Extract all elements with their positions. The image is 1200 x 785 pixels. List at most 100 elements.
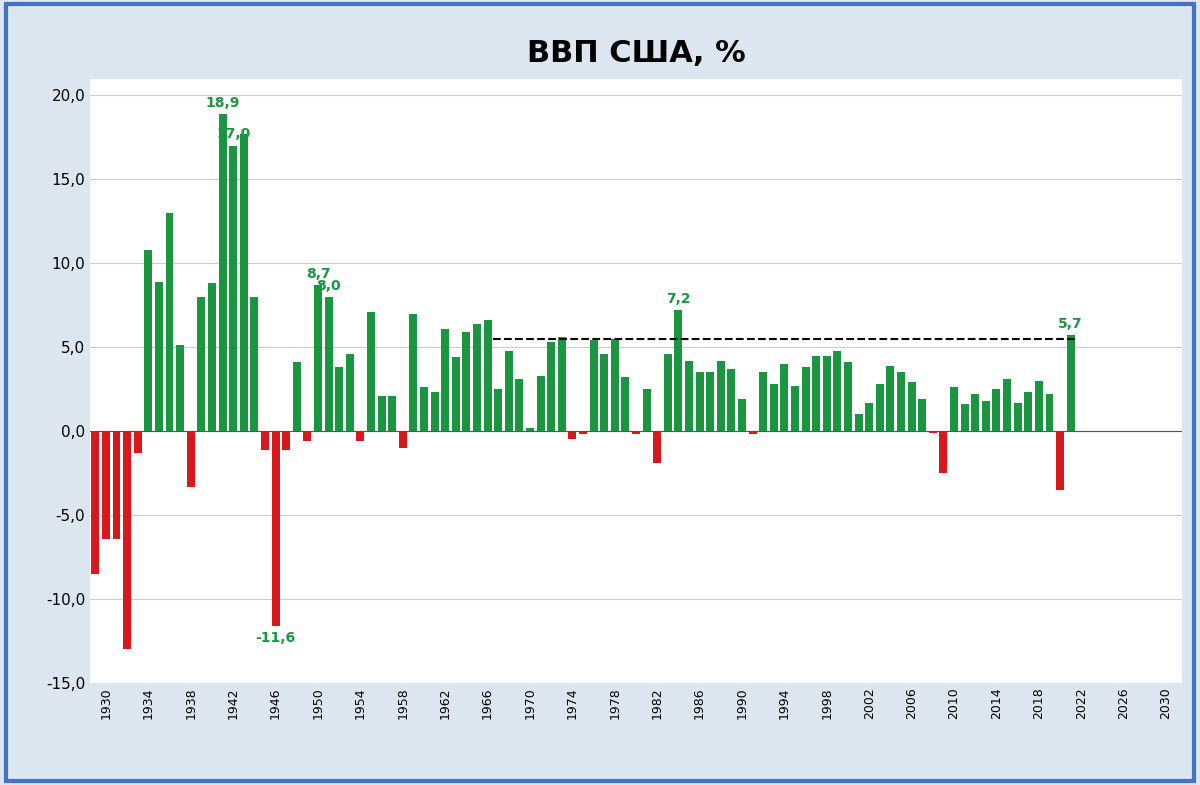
Bar: [420, 388, 428, 431]
Bar: [918, 400, 926, 431]
Text: 7,2: 7,2: [666, 292, 691, 306]
Bar: [950, 388, 958, 431]
Bar: [462, 332, 470, 431]
Bar: [409, 313, 418, 431]
Bar: [802, 367, 810, 431]
Bar: [388, 396, 396, 431]
Bar: [304, 431, 311, 441]
Bar: [124, 431, 131, 649]
Bar: [887, 366, 894, 431]
Text: 8,7: 8,7: [306, 267, 330, 281]
Bar: [1045, 394, 1054, 431]
Bar: [1003, 379, 1012, 431]
Bar: [356, 431, 365, 441]
Bar: [1067, 335, 1075, 431]
Bar: [940, 431, 948, 473]
Bar: [251, 297, 258, 431]
Bar: [812, 356, 821, 431]
Bar: [558, 337, 565, 431]
Bar: [643, 389, 650, 431]
Bar: [451, 357, 460, 431]
Text: 5,7: 5,7: [1058, 317, 1082, 331]
Bar: [166, 213, 174, 431]
Bar: [494, 389, 502, 431]
Bar: [696, 372, 703, 431]
Bar: [1025, 392, 1032, 431]
Bar: [1034, 381, 1043, 431]
Bar: [260, 431, 269, 450]
Bar: [865, 403, 874, 431]
Bar: [834, 351, 841, 431]
Bar: [187, 431, 194, 487]
Bar: [982, 401, 990, 431]
Text: 18,9: 18,9: [205, 96, 240, 110]
Bar: [664, 354, 672, 431]
Bar: [505, 351, 512, 431]
Bar: [91, 431, 100, 574]
Bar: [398, 431, 407, 448]
Bar: [335, 367, 343, 431]
Bar: [197, 297, 205, 431]
Bar: [760, 372, 767, 431]
Bar: [854, 414, 863, 431]
Bar: [378, 396, 385, 431]
Bar: [569, 431, 576, 440]
Title: ВВП США, %: ВВП США, %: [527, 38, 745, 68]
Bar: [113, 431, 120, 539]
Bar: [526, 428, 534, 431]
Bar: [208, 283, 216, 431]
Bar: [632, 431, 640, 434]
Bar: [844, 362, 852, 431]
Bar: [155, 282, 163, 431]
Bar: [780, 364, 788, 431]
Bar: [992, 389, 1001, 431]
Bar: [653, 431, 661, 463]
Bar: [536, 376, 545, 431]
Bar: [431, 392, 438, 431]
Text: 8,0: 8,0: [317, 279, 341, 293]
Bar: [770, 384, 778, 431]
Bar: [484, 320, 492, 431]
Bar: [707, 372, 714, 431]
Bar: [749, 431, 756, 434]
Bar: [674, 310, 683, 431]
Bar: [282, 431, 290, 450]
Bar: [442, 329, 449, 431]
Bar: [314, 285, 322, 431]
Bar: [1056, 431, 1064, 490]
Bar: [324, 297, 332, 431]
Bar: [589, 341, 598, 431]
Bar: [473, 323, 481, 431]
Bar: [102, 431, 110, 539]
Bar: [271, 431, 280, 626]
Bar: [580, 431, 587, 434]
Bar: [907, 382, 916, 431]
Bar: [133, 431, 142, 453]
Bar: [1014, 403, 1021, 431]
Bar: [547, 342, 556, 431]
Bar: [898, 372, 905, 431]
Bar: [176, 345, 184, 431]
Bar: [685, 360, 692, 431]
Bar: [971, 394, 979, 431]
Bar: [738, 400, 746, 431]
Text: 17,0: 17,0: [216, 127, 251, 141]
Bar: [240, 134, 247, 431]
Bar: [929, 431, 937, 433]
Bar: [600, 354, 608, 431]
Bar: [229, 146, 238, 431]
Bar: [961, 404, 968, 431]
Bar: [791, 385, 799, 431]
Bar: [346, 354, 354, 431]
Bar: [218, 114, 227, 431]
Bar: [727, 369, 736, 431]
Bar: [876, 384, 884, 431]
Bar: [144, 250, 152, 431]
Bar: [293, 362, 301, 431]
Bar: [716, 360, 725, 431]
Bar: [611, 339, 619, 431]
Bar: [367, 312, 374, 431]
Bar: [622, 378, 629, 431]
Text: -11,6: -11,6: [256, 631, 295, 645]
Bar: [516, 379, 523, 431]
